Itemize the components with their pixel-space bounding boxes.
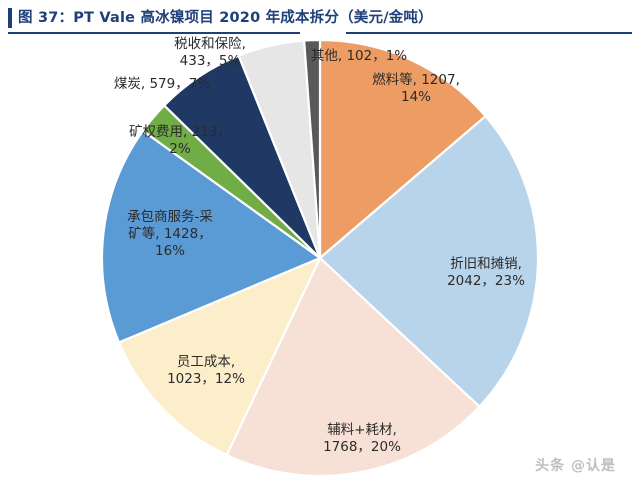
pie-label-zhejiu: 折旧和摊销, 2042，23% <box>406 256 566 290</box>
pie-label-fuliao-line2: 1768，20% <box>323 438 401 455</box>
pie-label-yuangong-line2: 1023，12% <box>167 370 245 387</box>
pie-slice-5[interactable] <box>100 129 322 344</box>
pie-label-shuishou: 税收和保险, 433，5% <box>122 36 298 70</box>
pie-label-ranliao: 燃料等, 1207, 14% <box>336 72 496 106</box>
pie-slice-2[interactable] <box>318 115 540 408</box>
pie-slice-1[interactable] <box>318 38 487 260</box>
pie-label-zhejiu-line1: 折旧和摊销, <box>450 256 522 272</box>
pie-slice-4[interactable] <box>117 256 322 457</box>
pie-label-ranliao-line2: 14% <box>400 88 431 105</box>
pie-label-zhejiu-line2: 2042，23% <box>447 272 525 289</box>
pie-label-qita: 其他, 102，1% <box>284 48 434 65</box>
watermark-text: 头条 @认是 <box>535 458 616 474</box>
pie-chart-svg <box>100 38 540 478</box>
pie-slices-group <box>100 38 540 478</box>
title-divider-gap <box>300 31 346 35</box>
pie-label-yuangong-line1: 员工成本, <box>176 354 236 370</box>
pie-label-chengbaoshang-line2: 矿等, 1428， <box>128 225 212 242</box>
pie-label-shuishou-line1: 税收和保险, <box>174 36 246 52</box>
pie-slice-3[interactable] <box>225 256 481 478</box>
pie-label-meitan-line1: 煤炭, 579，7% <box>113 76 211 92</box>
page-title: 图 37：PT Vale 高冰镍项目 2020 年成本拆分（美元/金吨） <box>18 10 433 26</box>
pie-label-ranliao-line1: 燃料等, 1207, <box>372 72 460 88</box>
pie-label-kuangquan-line1: 矿权费用, 213， <box>129 124 231 140</box>
pie-label-kuangquan: 矿权费用, 213， 2% <box>100 124 260 158</box>
pie-label-chengbaoshang: 承包商服务-采 矿等, 1428， 16% <box>88 209 252 260</box>
pie-label-fuliao-line1: 辅料+耗材, <box>327 422 397 438</box>
pie-label-fuliao: 辅料+耗材, 1768，20% <box>282 422 442 456</box>
pie-label-chengbaoshang-line1: 承包商服务-采 <box>127 209 213 225</box>
pie-chart-area: 其他, 102，1% 税收和保险, 433，5% 煤炭, 579，7% 矿权费用… <box>0 34 640 489</box>
pie-slice-9[interactable] <box>303 38 322 260</box>
title-accent-bar <box>8 8 12 28</box>
chart-title-bar: 图 37：PT Vale 高冰镍项目 2020 年成本拆分（美元/金吨） <box>0 0 640 35</box>
pie-label-kuangquan-line2: 2% <box>169 140 191 157</box>
pie-label-shuishou-line2: 433，5% <box>179 52 241 69</box>
pie-label-qita-line1: 其他, 102，1% <box>310 48 408 64</box>
pie-label-chengbaoshang-line3: 16% <box>154 242 185 259</box>
pie-label-yuangong: 员工成本, 1023，12% <box>130 354 282 388</box>
pie-label-meitan: 煤炭, 579，7% <box>82 76 242 93</box>
